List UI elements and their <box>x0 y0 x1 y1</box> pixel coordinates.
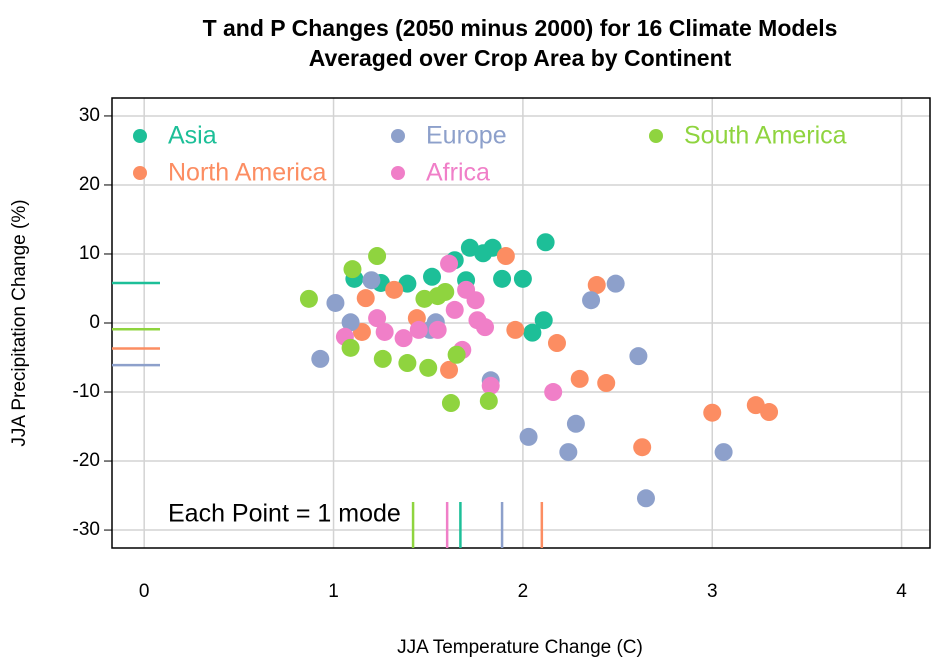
point <box>760 403 779 422</box>
point <box>326 293 345 312</box>
point <box>476 318 495 337</box>
point <box>440 254 459 273</box>
plot-frame <box>111 97 931 549</box>
point <box>479 391 498 410</box>
point <box>394 329 413 348</box>
point <box>566 414 585 433</box>
point <box>629 347 648 366</box>
point <box>636 489 655 508</box>
point <box>419 358 438 377</box>
legend-label: South America <box>684 122 847 150</box>
point <box>703 403 722 422</box>
y-tick-label: -10 <box>73 381 100 402</box>
point <box>299 289 318 308</box>
y-tick-label: 30 <box>79 105 100 126</box>
point <box>570 369 589 388</box>
point <box>441 394 460 413</box>
point <box>606 274 625 293</box>
point <box>375 322 394 341</box>
point <box>447 345 466 364</box>
legend-marker <box>391 166 405 180</box>
legend-label: Europe <box>426 122 507 150</box>
point <box>493 269 512 288</box>
y-tick-label: 20 <box>79 174 100 195</box>
point <box>445 300 464 319</box>
point <box>356 289 375 308</box>
point <box>587 276 606 295</box>
x-tick-label: 2 <box>518 581 529 602</box>
point <box>746 396 765 415</box>
point <box>440 360 459 379</box>
y-tick-label: 0 <box>89 312 100 333</box>
point <box>362 271 381 290</box>
point <box>534 311 553 330</box>
point <box>506 320 525 339</box>
annotation: Each Point = 1 mode <box>168 500 401 528</box>
point <box>559 443 578 462</box>
point <box>436 282 455 301</box>
point <box>483 238 502 257</box>
point <box>481 376 500 395</box>
point <box>423 267 442 286</box>
legend-label: North America <box>168 159 326 187</box>
point <box>714 443 733 462</box>
point <box>582 291 601 310</box>
point <box>311 349 330 368</box>
y-tick-label: -20 <box>73 450 100 471</box>
point <box>373 349 392 368</box>
point <box>368 247 387 266</box>
point <box>428 320 447 339</box>
point <box>341 338 360 357</box>
chart-subtitle: Averaged over Crop Area by Continent <box>309 45 732 71</box>
legend-marker <box>133 166 147 180</box>
legend-label: Africa <box>426 159 490 187</box>
point <box>513 269 532 288</box>
point <box>523 323 542 342</box>
x-tick-label: 3 <box>707 581 718 602</box>
legend-label: Asia <box>168 122 217 150</box>
x-tick-label: 0 <box>139 581 150 602</box>
point <box>343 260 362 279</box>
point <box>409 320 428 339</box>
point <box>398 354 417 373</box>
y-tick-label: 10 <box>79 243 100 264</box>
point <box>519 427 538 446</box>
point <box>466 291 485 310</box>
point <box>544 383 563 402</box>
legend-marker <box>133 129 147 143</box>
point <box>496 247 515 266</box>
point <box>368 309 387 328</box>
point <box>341 313 360 332</box>
chart-title: T and P Changes (2050 minus 2000) for 16… <box>203 15 838 41</box>
y-axis-label: JJA Precipitation Change (%) <box>9 199 30 446</box>
point <box>597 374 616 393</box>
point <box>536 233 555 252</box>
x-axis-label: JJA Temperature Change (C) <box>397 637 643 658</box>
x-tick-label: 1 <box>328 581 339 602</box>
point <box>633 438 652 457</box>
legend-marker <box>391 129 405 143</box>
x-tick-label: 4 <box>896 581 907 602</box>
point <box>385 280 404 299</box>
legend-marker <box>649 129 663 143</box>
y-tick-label: -30 <box>73 519 100 540</box>
point <box>547 334 566 353</box>
